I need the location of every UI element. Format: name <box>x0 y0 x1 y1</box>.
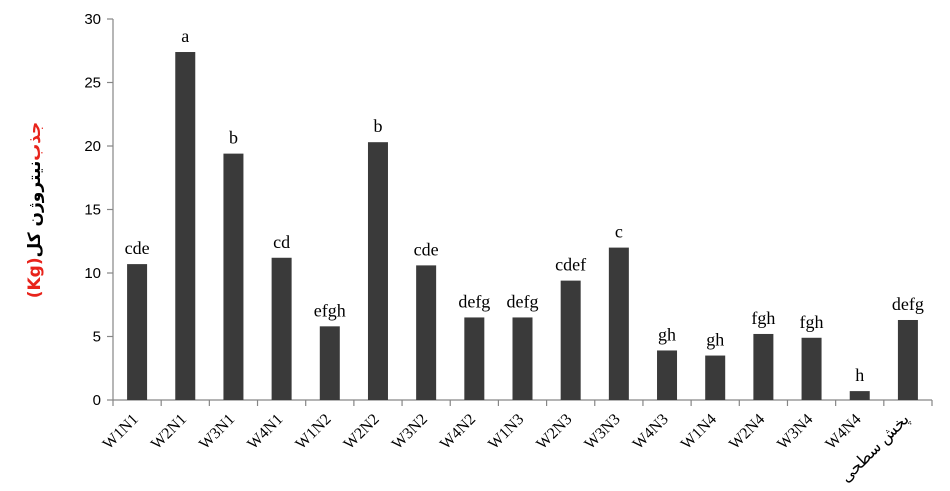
y-axis-label-part2: نیتروژن کل <box>25 161 45 258</box>
bar-value-label: cdef <box>555 255 586 275</box>
x-tick-label: W1N4 <box>678 411 720 453</box>
y-tick-label: 25 <box>84 75 101 92</box>
bars <box>127 52 918 401</box>
y-axis-label: جذب نیتروژن کل (Kg) <box>25 122 45 299</box>
bar-value-label: defg <box>892 294 924 314</box>
bar <box>753 333 774 400</box>
bar <box>271 257 292 400</box>
bar <box>512 317 533 400</box>
bar-value-label: cde <box>125 238 150 258</box>
bar <box>657 350 678 400</box>
bar <box>175 52 196 401</box>
y-tick-label: 15 <box>84 202 101 219</box>
y-tick-label: 10 <box>84 265 101 282</box>
y-axis-label-part1: جذب <box>25 122 45 161</box>
x-tick-label: W2N2 <box>341 411 383 453</box>
x-tick-label: W4N1 <box>244 411 286 453</box>
y-ticks: 0 5 10 15 20 25 30 <box>84 11 113 409</box>
bar <box>560 280 581 400</box>
x-tick-label: W2N4 <box>726 411 768 453</box>
bar <box>897 319 918 400</box>
bar <box>127 264 148 400</box>
bar-value-label: defg <box>458 291 490 311</box>
svg-text:جذب نیتروژن کل (Kg: جذب نیتروژن کل (Kg) <box>25 122 45 299</box>
x-tick-label: W1N2 <box>292 411 334 453</box>
bar-labels: cde a b cd efgh b cde defg defg cdef c gh gh fgh fgh h d… <box>125 26 924 385</box>
bar-value-label: gh <box>706 330 724 350</box>
bar-value-label: cde <box>414 239 439 259</box>
bar <box>223 153 244 400</box>
bar-value-label: a <box>181 26 189 46</box>
bar <box>608 247 629 400</box>
x-ticks: W1N1 W2N1 W3N1 W4N1 W1N2 W2N2 W3N2 W4N2 W1N3 W2N3… <box>100 400 933 486</box>
x-tick-label: W2N1 <box>148 411 190 453</box>
bar-value-label: defg <box>507 291 539 311</box>
x-tick-label: W3N2 <box>389 411 431 453</box>
bar <box>849 391 870 400</box>
x-tick-label: W3N4 <box>774 411 816 453</box>
bar-value-label: fgh <box>800 312 824 332</box>
x-tick-label: W1N1 <box>100 411 142 453</box>
y-axis-label-part3: (Kg) <box>25 257 45 298</box>
bar-value-label: c <box>615 222 623 242</box>
bar <box>367 142 388 400</box>
bar-value-label: fgh <box>751 308 775 328</box>
x-tick-label: W4N2 <box>437 411 479 453</box>
bar <box>801 337 822 400</box>
y-tick-label: 0 <box>93 392 101 409</box>
bar-value-label: efgh <box>314 300 346 320</box>
y-tick-label: 5 <box>93 329 101 346</box>
bar <box>705 355 726 400</box>
x-tick-label: W3N1 <box>196 411 238 453</box>
x-tick-label: W3N3 <box>581 411 623 453</box>
x-tick-label: W1N3 <box>485 411 527 453</box>
bar-value-label: cd <box>273 232 290 252</box>
x-tick-label: W2N3 <box>533 411 575 453</box>
bar-value-label: b <box>373 116 382 136</box>
bar-value-label: b <box>229 128 238 148</box>
y-tick-label: 30 <box>84 11 101 28</box>
x-tick-label: W4N3 <box>630 411 672 453</box>
bar-value-label: h <box>855 365 864 385</box>
bar <box>319 326 340 400</box>
bar-value-label: gh <box>658 324 676 344</box>
x-tick-label: W4N4 <box>822 411 864 453</box>
bar <box>464 317 485 400</box>
y-tick-label: 20 <box>84 138 101 155</box>
bar <box>416 265 437 400</box>
